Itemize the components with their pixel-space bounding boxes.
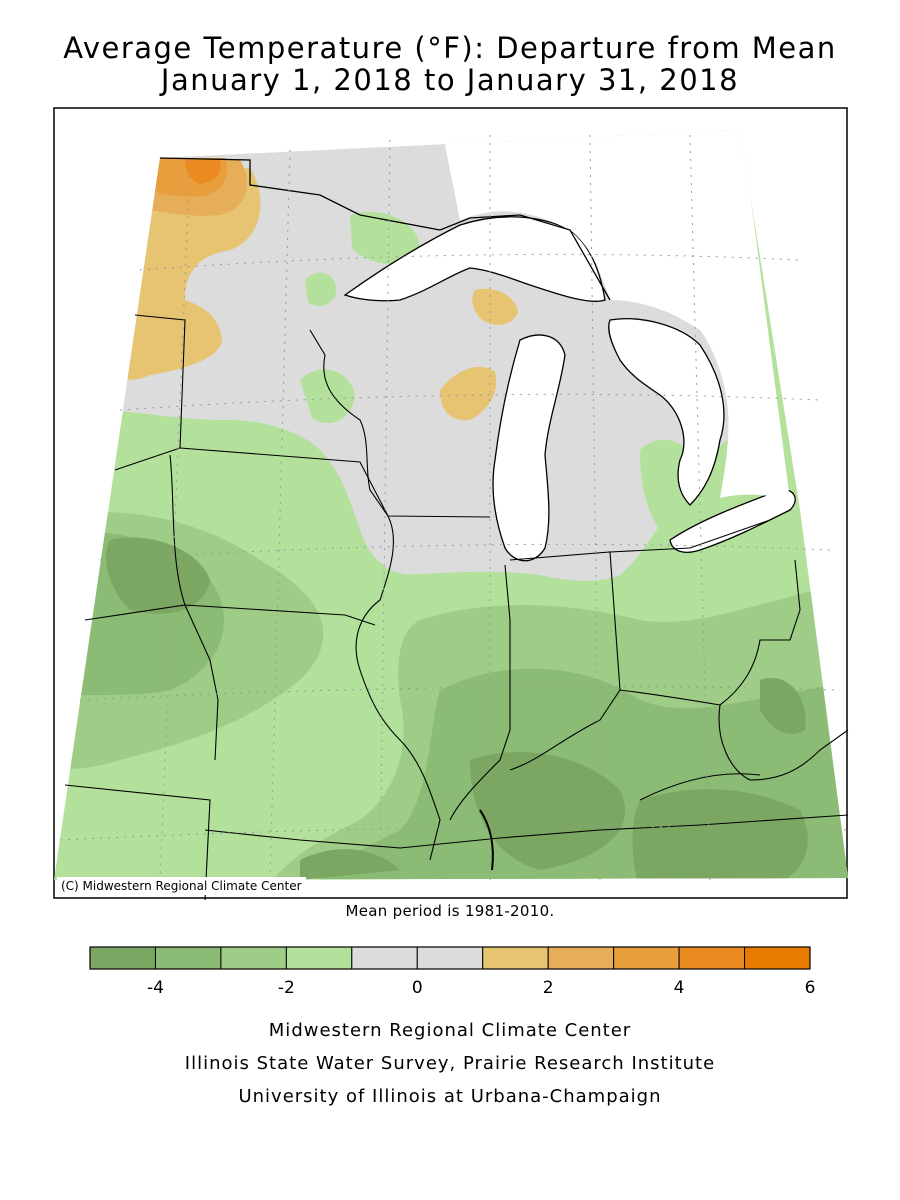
lake-huron <box>608 318 725 506</box>
legend-tick-label: 2 <box>543 978 554 998</box>
footer-survey: Illinois State Water Survey, Prairie Res… <box>184 1053 716 1074</box>
map-title: Average Temperature (°F): Departure from… <box>63 31 837 65</box>
lake-michigan <box>492 334 566 562</box>
legend-tick-labels: -4 -2 0 2 4 6 <box>147 978 815 998</box>
legend-box <box>613 946 680 970</box>
map-date-range: January 1, 2018 to January 31, 2018 <box>160 63 740 97</box>
legend-outline <box>89 946 811 970</box>
legend-box <box>351 946 418 970</box>
legend-color-boxes <box>89 946 811 970</box>
legend-tick-label: 6 <box>805 978 816 998</box>
copyright-credit: (C) Midwestern Regional Climate Center <box>57 877 306 895</box>
mean-period-note: Mean period is 1981-2010. <box>345 902 555 920</box>
international-border <box>159 157 611 301</box>
shade-plus-4-to-plus-5 <box>185 160 221 184</box>
lake-erie <box>669 489 796 553</box>
legend-box <box>547 946 615 970</box>
map-shaded-region <box>54 130 848 880</box>
state-boundaries <box>64 314 849 901</box>
shade-plus-1-to-plus-2 <box>120 168 518 421</box>
legend-box <box>744 946 811 970</box>
footer-org: Midwestern Regional Climate Center <box>268 1020 632 1041</box>
graticule <box>59 134 849 881</box>
legend-tick-label: 0 <box>412 978 423 998</box>
river-line <box>479 809 494 871</box>
lake-superior <box>343 216 606 302</box>
canada-land <box>440 130 790 500</box>
legend-box <box>416 946 484 970</box>
legend-tick-label: -4 <box>147 978 164 998</box>
legend-box <box>482 946 549 970</box>
legend-box <box>154 946 222 970</box>
footer-university: University of Illinois at Urbana-Champai… <box>238 1086 662 1107</box>
legend-box <box>89 946 156 970</box>
legend-box <box>285 946 353 970</box>
color-legend: -4 -2 0 2 4 6 <box>89 946 815 998</box>
legend-tick-label: -2 <box>278 978 295 998</box>
shade-minus-1-to-minus-2-patch <box>300 211 701 530</box>
legend-box <box>678 946 746 970</box>
legend-box <box>220 946 287 970</box>
shade-minus-5-to-minus-4 <box>106 537 808 880</box>
legend-tick-label: 4 <box>674 978 685 998</box>
